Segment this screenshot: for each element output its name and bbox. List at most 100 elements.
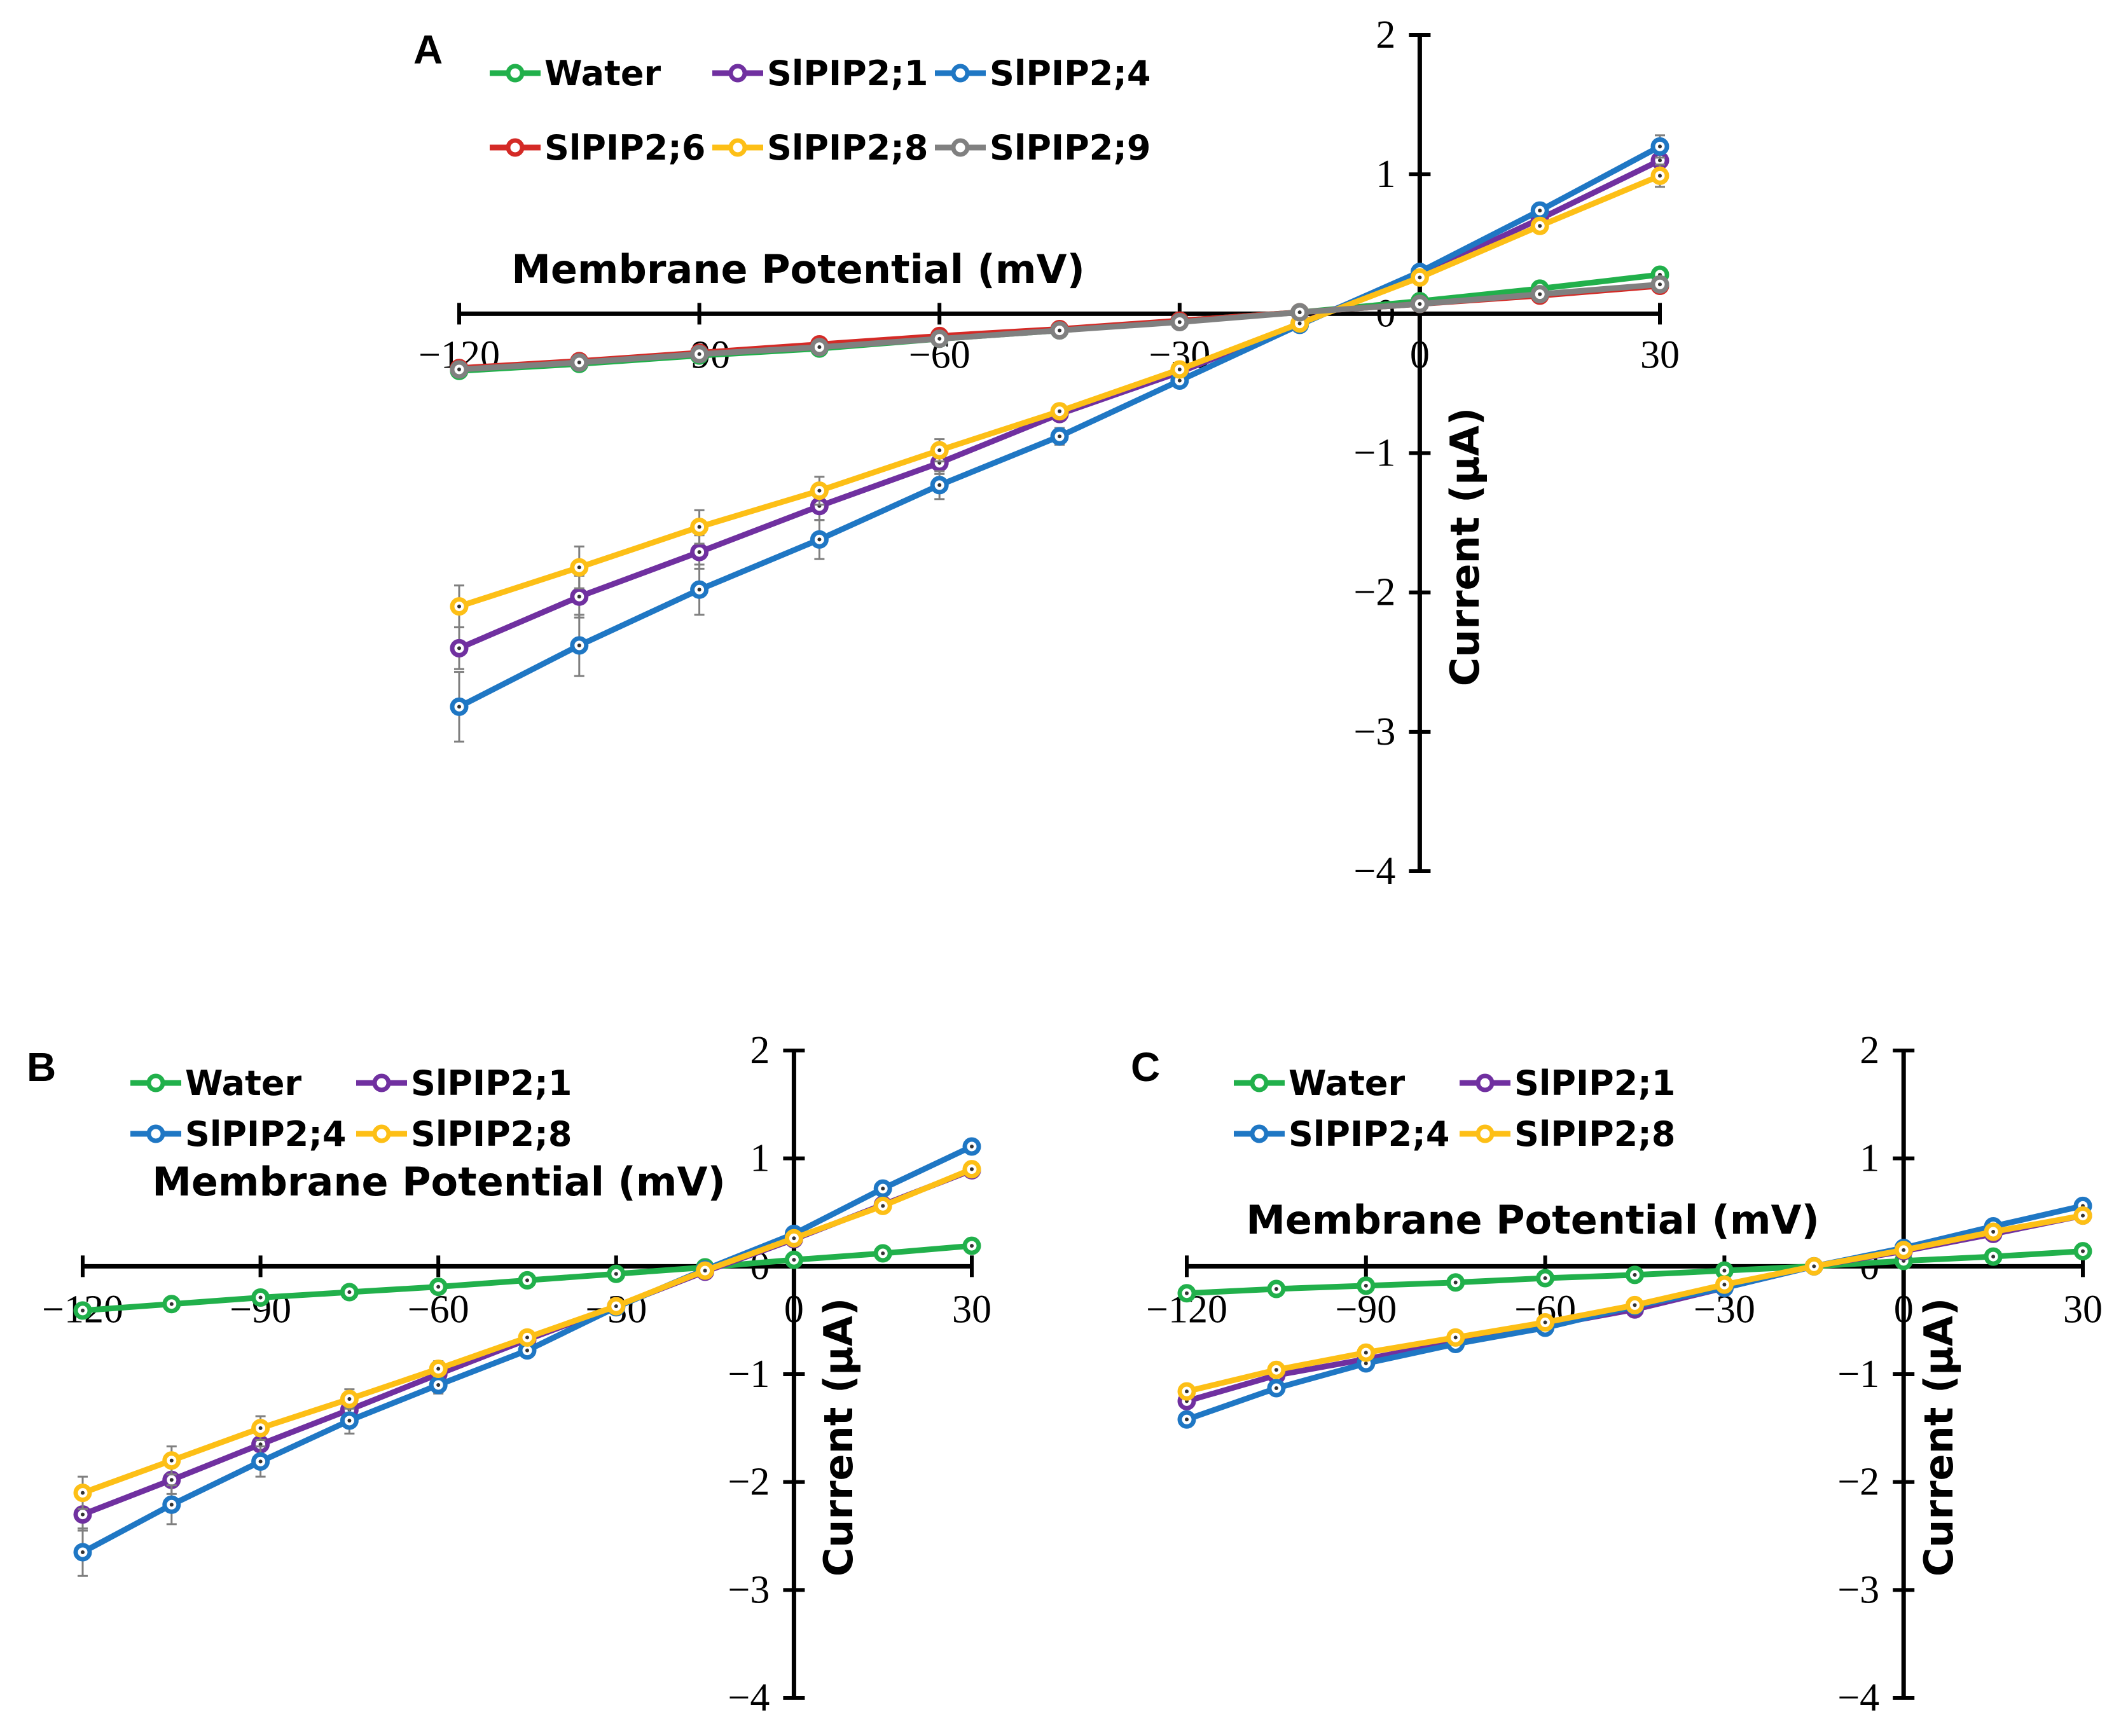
data-point-center bbox=[1453, 1335, 1458, 1340]
data-point-center bbox=[258, 1295, 263, 1300]
data-point-center bbox=[970, 1244, 974, 1248]
data-point-center bbox=[817, 537, 822, 542]
data-point-center bbox=[1185, 1389, 1189, 1394]
data-point-center bbox=[1453, 1280, 1458, 1285]
legend-label: SlPIP2;1 bbox=[1514, 1063, 1675, 1103]
data-point-center bbox=[1185, 1417, 1189, 1422]
data-point-center bbox=[1722, 1283, 1727, 1287]
data-point-center bbox=[1991, 1255, 1996, 1259]
data-point-center bbox=[577, 595, 581, 599]
legend-marker bbox=[372, 1124, 391, 1143]
data-point-center bbox=[347, 1397, 352, 1402]
panel-label-c: C bbox=[1131, 1044, 1160, 1090]
data-point-center bbox=[169, 1478, 174, 1482]
legend-item: SlPIP2;1 bbox=[1460, 1063, 1675, 1103]
panel-c-x-axis-title: Membrane Potential (mV) bbox=[1246, 1197, 1820, 1243]
data-point-center bbox=[1418, 275, 1422, 280]
data-point-center bbox=[169, 1503, 174, 1507]
x-tick-label: 30 bbox=[1640, 333, 1680, 376]
data-point-center bbox=[1658, 158, 1662, 163]
data-point-center bbox=[1991, 1230, 1996, 1234]
data-point-center bbox=[1418, 301, 1422, 306]
y-tick-label: −4 bbox=[728, 1676, 770, 1719]
data-point-center bbox=[697, 352, 701, 356]
panel-b-plot: Membrane Potential (mV) Current (µA) −1 2… bbox=[42, 1029, 991, 1719]
data-point-center bbox=[1177, 378, 1182, 383]
data-point-center bbox=[881, 1251, 885, 1255]
legend-label: SlPIP2;8 bbox=[1514, 1114, 1675, 1154]
data-point-center bbox=[436, 1367, 441, 1371]
legend-label: SlPIP2;8 bbox=[767, 128, 928, 168]
data-point-center bbox=[817, 345, 822, 349]
x-tick-label: −90 bbox=[1335, 1288, 1397, 1331]
data-point-center bbox=[1902, 1248, 1906, 1252]
data-point-center bbox=[697, 550, 701, 555]
y-tick-label: 1 bbox=[1860, 1137, 1879, 1180]
legend-marker bbox=[728, 64, 747, 83]
data-point-center bbox=[970, 1167, 974, 1171]
data-point-center bbox=[169, 1458, 174, 1463]
data-point-center bbox=[697, 525, 701, 529]
y-tick-label: 1 bbox=[750, 1137, 770, 1180]
legend-marker bbox=[372, 1073, 391, 1092]
data-point-center bbox=[457, 604, 461, 609]
y-tick-label: 2 bbox=[750, 1029, 770, 1072]
data-point-center bbox=[258, 1459, 263, 1464]
x-tick-label: 0 bbox=[784, 1288, 804, 1331]
data-point-center bbox=[1538, 209, 1542, 213]
panel-a-x-axis-title: Membrane Potential (mV) bbox=[511, 246, 1085, 293]
data-point-center bbox=[436, 1285, 441, 1289]
legend-item: SlPIP2;6 bbox=[490, 128, 705, 168]
legend-item: Water bbox=[490, 53, 661, 93]
y-tick-label: −3 bbox=[1837, 1568, 1879, 1611]
data-point-center bbox=[1177, 368, 1182, 371]
data-point-center bbox=[1297, 310, 1302, 315]
y-tick-label: −4 bbox=[1353, 850, 1395, 893]
legend-label: SlPIP2;4 bbox=[990, 53, 1150, 93]
panel-label-b: B bbox=[27, 1044, 56, 1090]
data-point-center bbox=[1538, 224, 1542, 228]
legend-marker bbox=[951, 64, 970, 83]
data-point-center bbox=[81, 1512, 85, 1517]
x-tick-label: 0 bbox=[1894, 1288, 1914, 1331]
data-point-center bbox=[614, 1272, 618, 1276]
data-point-center bbox=[1364, 1361, 1368, 1366]
data-point-center bbox=[1058, 409, 1061, 413]
data-point-center bbox=[697, 588, 701, 592]
data-point-center bbox=[577, 643, 581, 647]
legend-item: SlPIP2;4 bbox=[935, 53, 1150, 93]
legend-label: SlPIP2;8 bbox=[411, 1114, 572, 1154]
data-point-center bbox=[2081, 1249, 2085, 1253]
data-point-center bbox=[792, 1236, 796, 1241]
legend-item: SlPIP2;4 bbox=[130, 1114, 346, 1154]
data-point-center bbox=[1543, 1320, 1547, 1325]
data-point-center bbox=[81, 1308, 85, 1312]
legend-item: SlPIP2;8 bbox=[1460, 1114, 1675, 1154]
data-point-center bbox=[1633, 1303, 1637, 1307]
legend-marker bbox=[1475, 1073, 1495, 1092]
y-tick-label: 2 bbox=[1860, 1029, 1879, 1072]
data-point-center bbox=[1058, 328, 1061, 333]
panel-c: C Membrane Potential (mV) Current (µA) −… bbox=[1131, 1029, 2103, 1719]
data-point-center bbox=[436, 1382, 441, 1387]
data-point-center bbox=[1364, 1283, 1368, 1288]
y-tick-label: −2 bbox=[1353, 571, 1395, 614]
data-point-center bbox=[881, 1204, 885, 1208]
y-tick-label: −1 bbox=[1837, 1353, 1879, 1396]
data-point-center bbox=[1274, 1286, 1278, 1291]
legend-label: Water bbox=[185, 1063, 302, 1103]
legend-marker bbox=[506, 138, 525, 157]
legend-marker bbox=[951, 138, 970, 157]
legend-marker bbox=[146, 1073, 165, 1092]
y-tick-label: −2 bbox=[728, 1461, 770, 1504]
series-slpip2-8 bbox=[73, 1160, 981, 1510]
panel-a-legend: Water SlPIP2;1 SlPIP2;4 SlPIP2;6 SlPIP2;8 SlP… bbox=[490, 53, 1150, 168]
data-point-center bbox=[1058, 434, 1061, 439]
legend-item: SlPIP2;1 bbox=[712, 53, 928, 93]
x-tick-label: 0 bbox=[1410, 333, 1430, 376]
legend-item: Water bbox=[1234, 1063, 1406, 1103]
legend-label: SlPIP2;4 bbox=[1289, 1114, 1449, 1154]
data-point-center bbox=[1543, 1276, 1547, 1280]
legend-item: SlPIP2;1 bbox=[356, 1063, 572, 1103]
